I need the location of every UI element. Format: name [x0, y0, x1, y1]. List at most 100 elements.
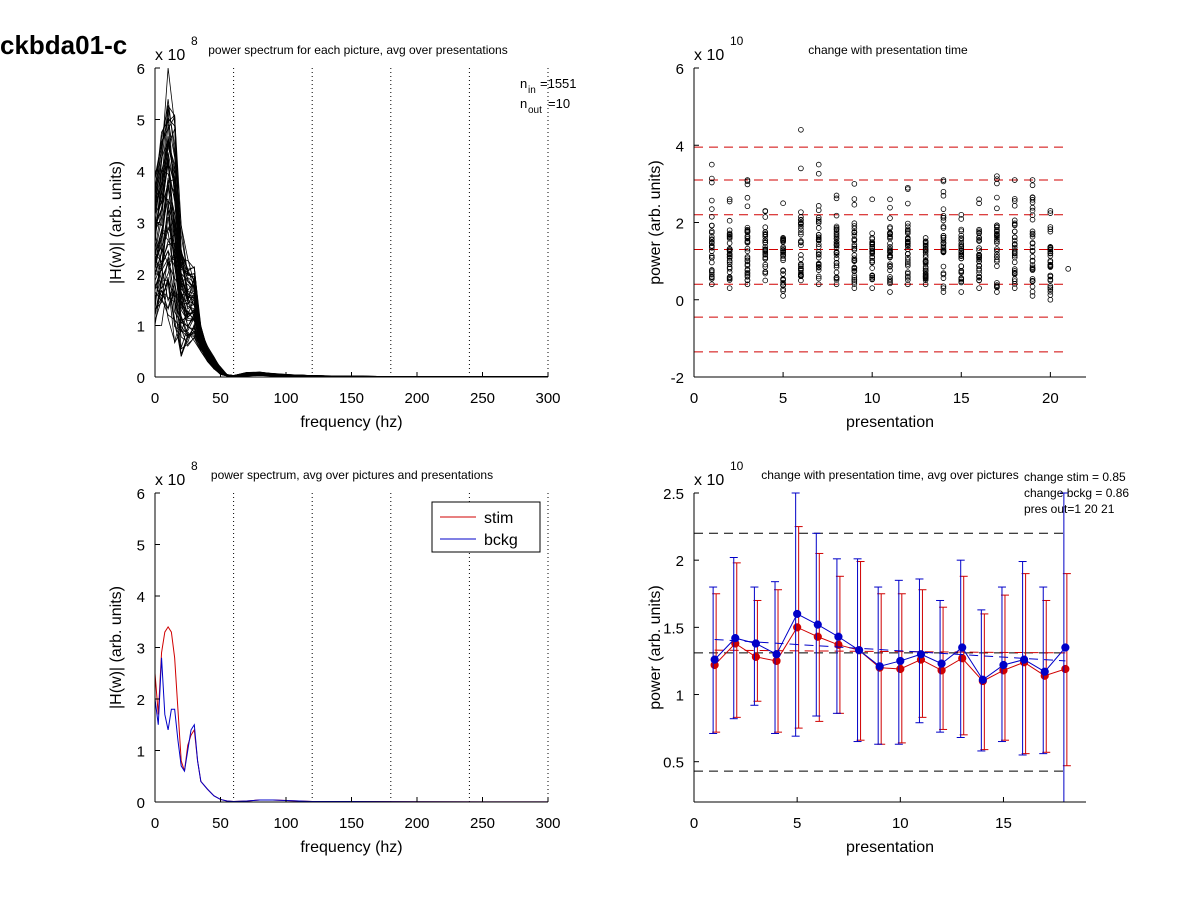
- x-tick-label: 200: [404, 815, 429, 832]
- scatter-point: [762, 270, 769, 277]
- scatter-point: [940, 217, 947, 224]
- mean-marker: [1020, 655, 1029, 664]
- scatter-point: [833, 276, 840, 283]
- scatter-point: [1047, 284, 1054, 291]
- scatter-point: [744, 233, 751, 239]
- scatter-point: [1029, 262, 1036, 268]
- scatter-point: [940, 177, 947, 183]
- spectrum-line: [154, 205, 549, 378]
- scatter-point: [780, 271, 786, 277]
- scatter-point: [940, 225, 947, 231]
- scatter-point: [905, 186, 911, 192]
- spectrum-line: [154, 164, 549, 378]
- mean-marker: [731, 633, 740, 643]
- scatter-point: [851, 223, 858, 229]
- spectrum-line: [154, 115, 549, 378]
- mean-marker: [1040, 667, 1049, 676]
- scatter-point: [726, 251, 733, 258]
- scatter-point: [887, 254, 893, 260]
- scatter-point: [905, 229, 911, 235]
- scatter-point: [940, 248, 947, 254]
- scatter-point: [851, 196, 858, 202]
- scatter-point: [922, 252, 929, 258]
- scatter-point: [744, 245, 751, 252]
- scatter-point: [833, 192, 840, 199]
- scatter-point: [940, 245, 947, 251]
- scatter-point: [976, 277, 982, 284]
- scatter-point: [958, 241, 965, 247]
- mean-marker: [958, 654, 967, 663]
- scatter-point: [833, 212, 840, 219]
- y-tick-label: 2: [676, 553, 684, 570]
- x-tick-label: 20: [1042, 390, 1059, 407]
- scatter-point: [869, 196, 875, 203]
- x-axis-label: presentation: [846, 839, 934, 856]
- scatter-point: [1011, 278, 1018, 284]
- scatter-point: [1029, 207, 1036, 214]
- scatter-point: [833, 226, 840, 232]
- scatter-point: [922, 254, 929, 261]
- scatter-point: [887, 248, 893, 254]
- scatter-point: [1047, 286, 1054, 293]
- scatter-point: [798, 220, 804, 227]
- scatter-point: [744, 194, 751, 201]
- mean-marker: [999, 660, 1008, 670]
- scatter-point: [1047, 253, 1054, 259]
- scatter-point: [762, 231, 769, 237]
- scatter-point: [726, 217, 733, 224]
- scatter-point: [744, 239, 751, 246]
- x-tick-label: 0: [690, 815, 698, 832]
- y-tick-label: 5: [137, 113, 145, 130]
- y-exponent-power: 8: [191, 34, 198, 48]
- y-tick-label: 2: [676, 216, 684, 233]
- scatter-point: [958, 226, 965, 233]
- scatter-point: [869, 230, 875, 237]
- x-tick-label: 200: [404, 390, 429, 407]
- scatter-point: [1029, 253, 1036, 260]
- spectrum-line: [154, 124, 549, 378]
- scatter-point: [726, 240, 733, 246]
- scatter-point: [851, 181, 858, 187]
- scatter-point: [709, 236, 715, 242]
- scatter-point: [780, 200, 786, 206]
- scatter-point: [905, 261, 911, 267]
- scatter-point: [994, 263, 1000, 269]
- scatter-point: [726, 285, 733, 291]
- scatter-point: [726, 264, 733, 271]
- x-tick-label: 0: [151, 815, 159, 832]
- scatter-point: [726, 246, 733, 252]
- legend-label-stim: stim: [484, 510, 513, 527]
- spectrum-line: [154, 106, 549, 378]
- scatter-point: [994, 256, 1000, 263]
- scatter-point: [744, 274, 751, 280]
- scatter-point: [851, 273, 858, 279]
- scatter-point: [833, 232, 840, 238]
- x-tick-label: 250: [470, 390, 495, 407]
- scatter-point: [869, 285, 875, 291]
- scatter-point: [1029, 247, 1036, 254]
- scatter-point: [709, 271, 715, 278]
- scatter-point: [1011, 270, 1018, 277]
- scatter-point: [744, 203, 751, 210]
- scatter-point: [976, 254, 982, 261]
- scatter-point: [887, 277, 893, 284]
- scatter-point: [726, 254, 733, 261]
- scatter-point: [709, 281, 715, 288]
- scatter-point: [940, 285, 947, 291]
- scatter-point: [815, 218, 822, 225]
- scatter-point: [958, 228, 965, 234]
- mean-marker: [875, 662, 884, 671]
- spectrum-line: [154, 178, 549, 378]
- trend-line: [714, 638, 1066, 662]
- scatter-point: [1011, 266, 1018, 272]
- scatter-point: [887, 196, 893, 203]
- scatter-point: [887, 246, 893, 252]
- x-tick-label: 15: [995, 815, 1012, 832]
- scatter-point: [762, 237, 769, 244]
- scatter-point: [851, 232, 858, 238]
- scatter-point: [851, 220, 858, 227]
- scatter-point: [709, 175, 715, 182]
- spectrum-line: [154, 140, 549, 378]
- x-tick-label: 50: [212, 815, 229, 832]
